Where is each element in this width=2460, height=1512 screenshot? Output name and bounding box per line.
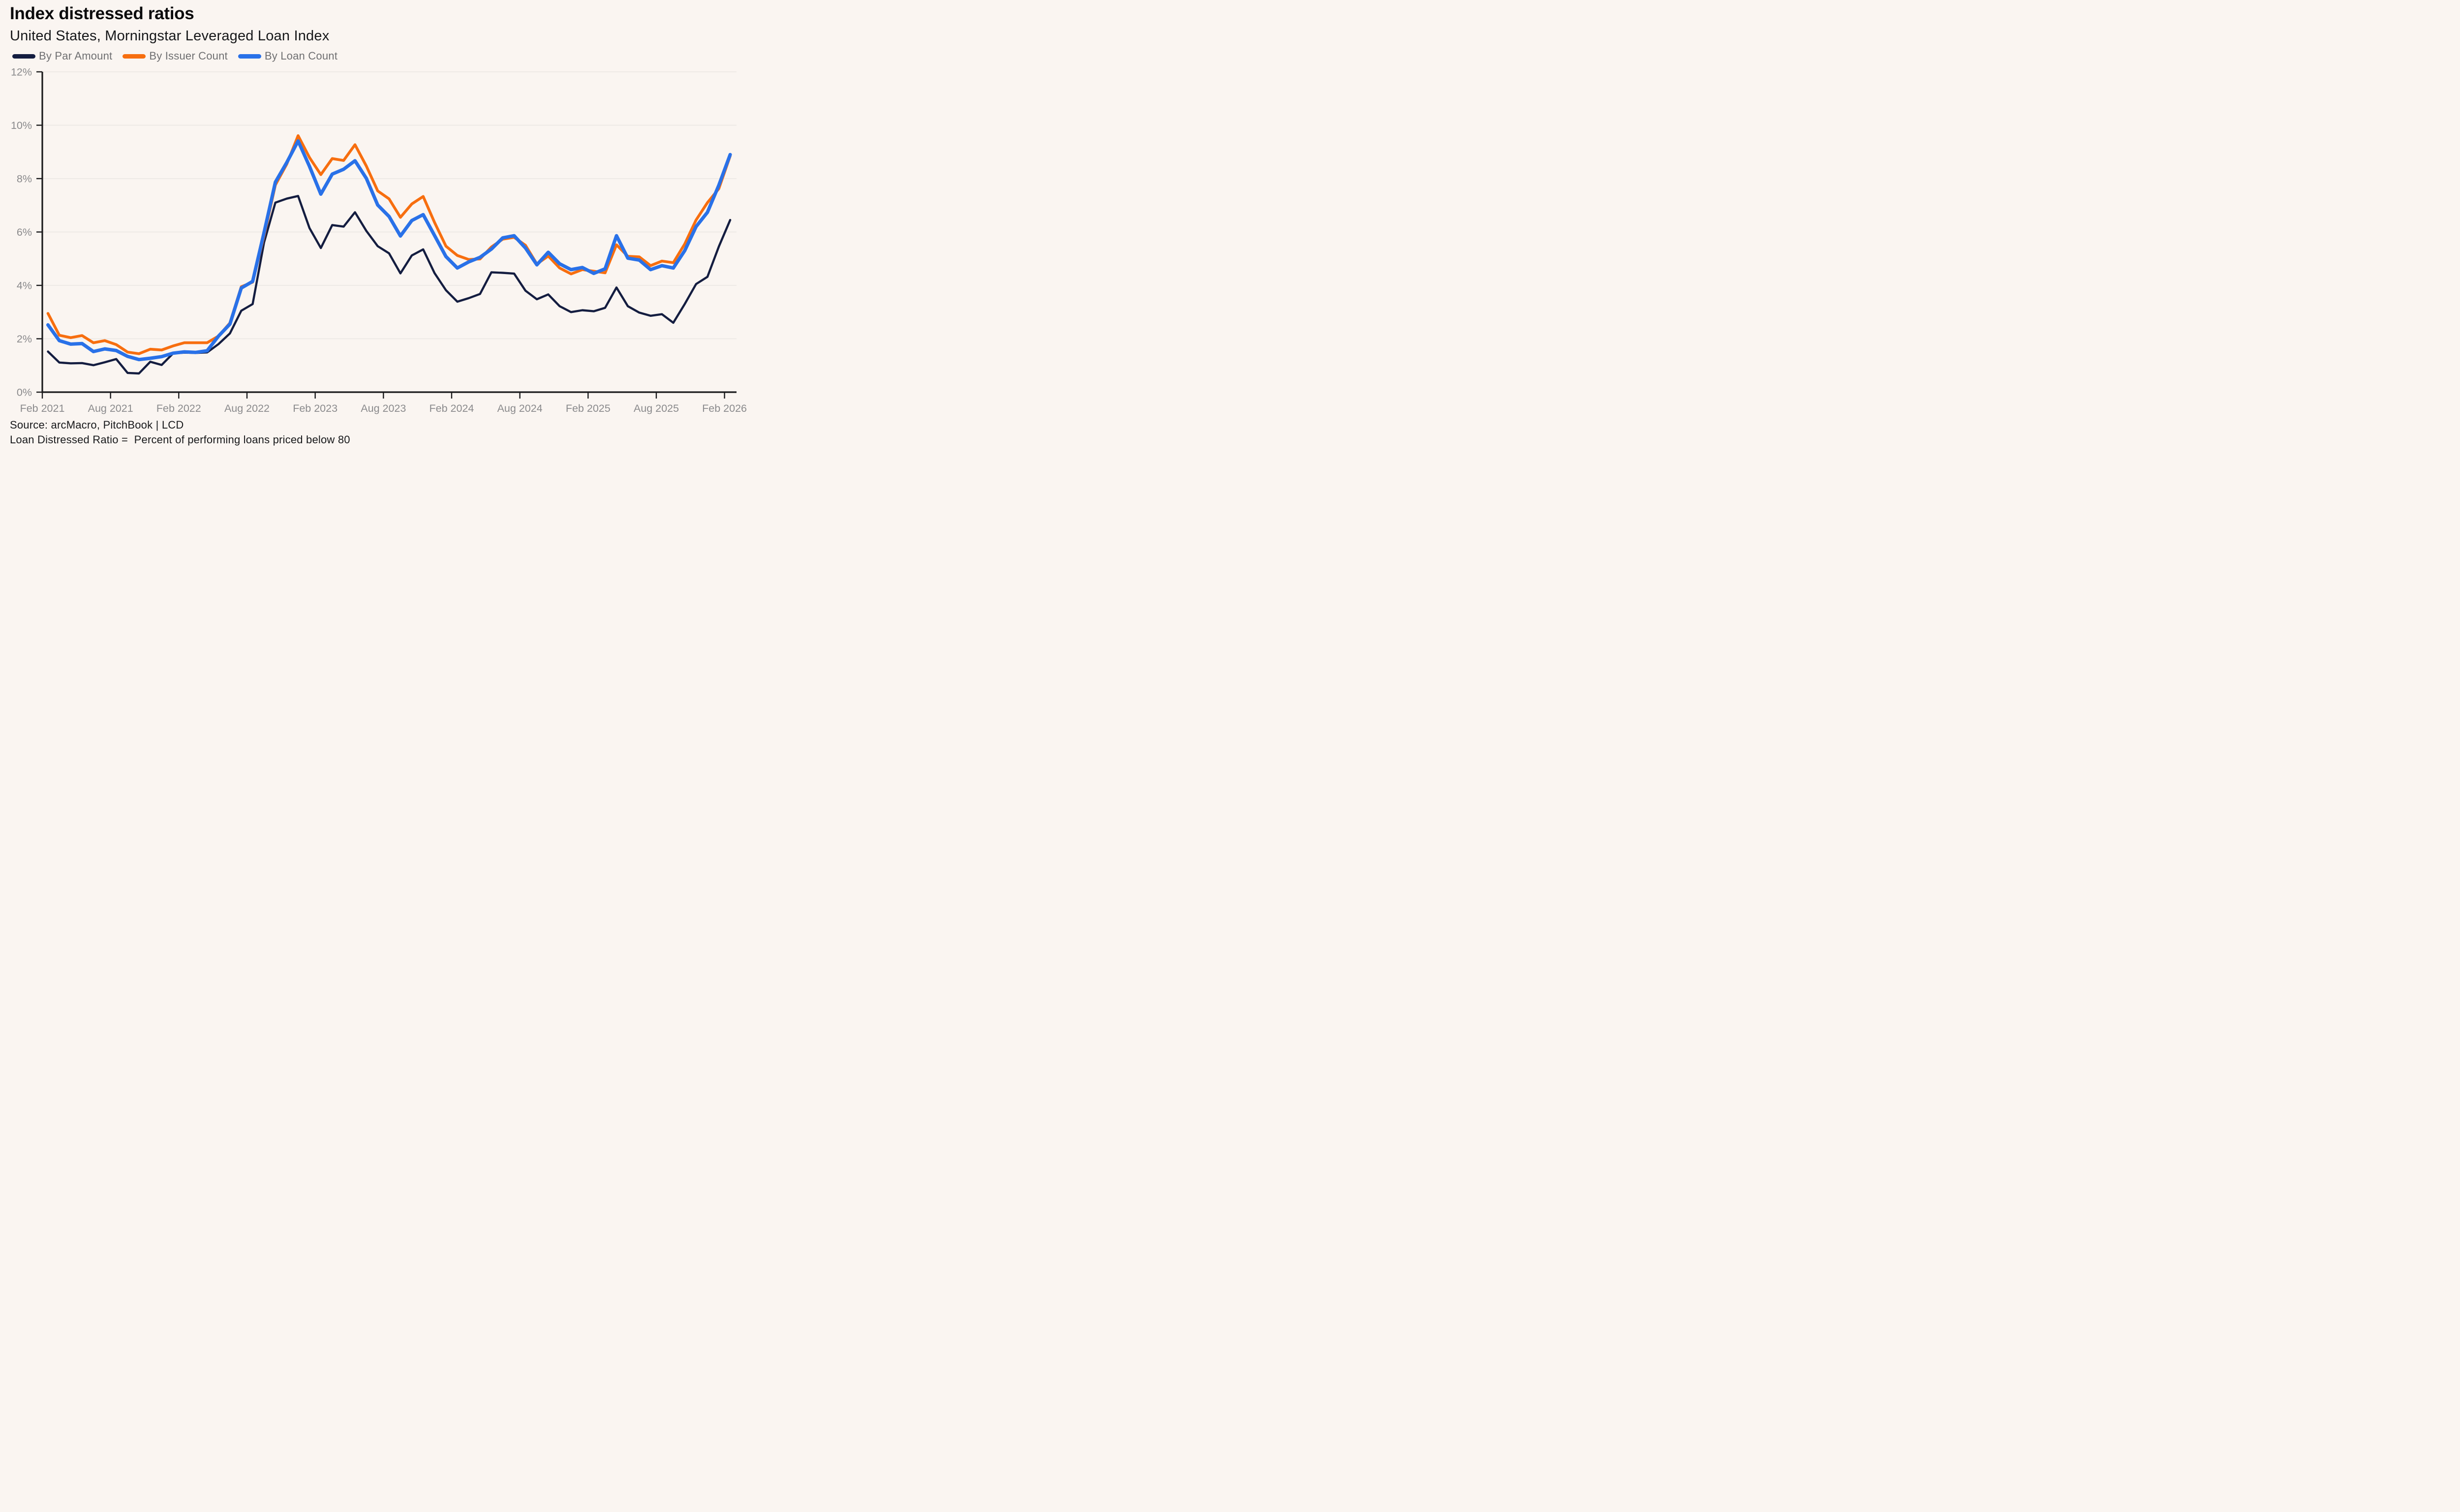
definition-note: Loan Distressed Ratio = Percent of perfo… [10, 433, 350, 446]
legend: By Par Amount By Issuer Count By Loan Co… [12, 50, 338, 62]
legend-item-issuer-count: By Issuer Count [123, 50, 228, 62]
series-line-by-loan-count [46, 139, 732, 362]
y-tick-label-6: 6% [17, 226, 32, 238]
x-tick-label-10: Feb 2026 [702, 402, 747, 414]
legend-item-par-amount: By Par Amount [12, 50, 112, 62]
legend-label-issuer-count: By Issuer Count [149, 50, 228, 62]
y-tick-label-12: 12% [11, 66, 32, 78]
legend-label-loan-count: By Loan Count [264, 50, 338, 62]
chart-footer: Source: arcMacro, PitchBook | LCD Loan D… [10, 419, 350, 448]
x-tick-label-7: Aug 2024 [497, 402, 543, 414]
y-tick-label-10: 10% [11, 120, 32, 131]
y-tick-label-4: 4% [17, 280, 32, 292]
x-tick-label-3: Aug 2022 [224, 402, 270, 414]
x-tick-label-6: Feb 2024 [430, 402, 474, 414]
issuer-count-swatch-icon [123, 54, 146, 59]
x-tick-label-1: Aug 2021 [88, 402, 133, 414]
x-tick-label-0: Feb 2021 [20, 402, 65, 414]
legend-label-par-amount: By Par Amount [39, 50, 113, 62]
line-chart: 0% 2% 4% 6% 8% 10% 12% Feb 2021 Aug 2021 Feb 2022… [11, 66, 747, 415]
x-tick-label-8: Feb 2025 [566, 402, 611, 414]
loan-count-swatch-icon [238, 54, 261, 59]
source-note: Source: arcMacro, PitchBook | LCD [10, 419, 184, 431]
x-tick-label-5: Aug 2023 [361, 402, 406, 414]
x-tick-label-4: Feb 2023 [293, 402, 338, 414]
y-tick-label-0: 0% [17, 387, 32, 399]
legend-item-loan-count: By Loan Count [238, 50, 338, 62]
series-line-by-issuer-count [46, 134, 732, 355]
series-line-by-par-amount [47, 195, 732, 375]
y-tick-label-8: 8% [17, 173, 32, 185]
x-tick-label-9: Aug 2025 [634, 402, 679, 414]
chart-subtitle: United States, Morningstar Leveraged Loa… [10, 28, 330, 44]
chart-title: Index distressed ratios [10, 4, 194, 23]
y-tick-label-2: 2% [17, 333, 32, 345]
x-tick-label-2: Feb 2022 [156, 402, 201, 414]
par-amount-swatch-icon [12, 54, 35, 59]
chart-card: Index distressed ratios United States, M… [0, 0, 771, 451]
